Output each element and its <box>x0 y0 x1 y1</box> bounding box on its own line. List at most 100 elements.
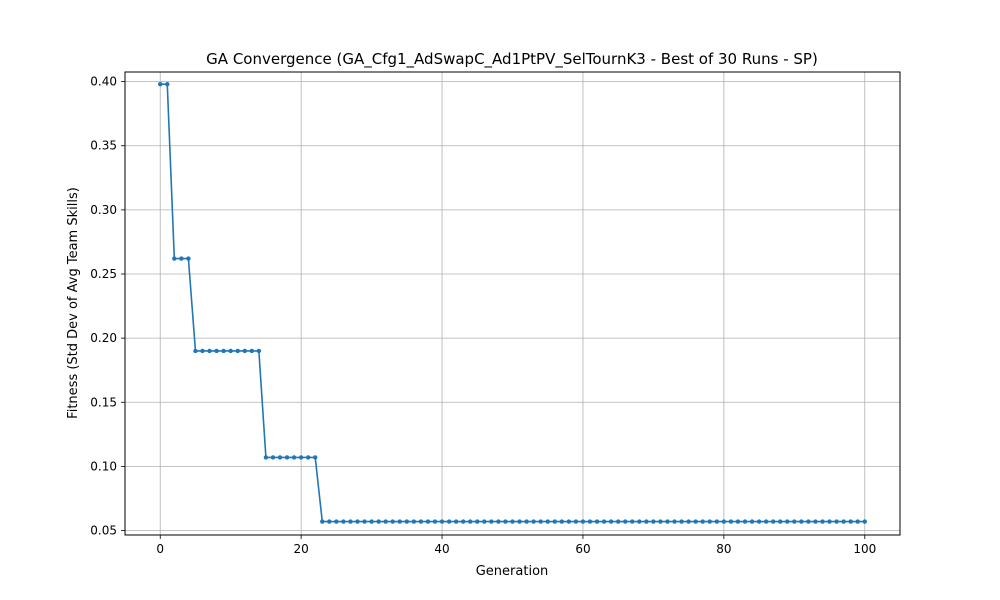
data-point <box>608 519 614 524</box>
data-point <box>615 519 621 524</box>
y-axis-label: Fitness (Std Dev of Avg Team Skills) <box>66 187 81 419</box>
data-point <box>799 519 804 524</box>
x-tick-label: 80 <box>716 542 731 556</box>
data-point <box>503 519 508 524</box>
data-point <box>510 519 515 524</box>
data-point <box>686 519 691 524</box>
x-tick-label: 100 <box>853 542 876 556</box>
data-point <box>200 348 205 354</box>
data-point <box>348 519 353 524</box>
data-point <box>820 519 825 524</box>
data-point <box>665 519 670 524</box>
data-point <box>179 256 184 261</box>
x-tick-label: 40 <box>434 542 449 556</box>
data-point <box>763 519 769 524</box>
data-point <box>362 519 367 524</box>
data-point <box>327 519 332 524</box>
data-point <box>453 519 459 524</box>
data-point <box>214 348 219 354</box>
data-point <box>778 519 783 524</box>
data-point <box>637 519 642 524</box>
data-point <box>228 348 233 354</box>
data-point <box>841 519 846 524</box>
data-point <box>489 519 494 524</box>
data-point <box>862 519 867 524</box>
data-point <box>355 519 360 524</box>
data-point <box>172 256 177 261</box>
data-point <box>418 519 424 524</box>
chart-title: GA Convergence (GA_Cfg1_AdSwapC_Ad1PtPV_… <box>206 50 818 69</box>
data-point <box>834 519 839 524</box>
data-point <box>742 519 748 524</box>
data-point <box>369 519 374 524</box>
data-point <box>559 519 565 524</box>
data-point <box>721 519 727 524</box>
data-point <box>707 519 712 524</box>
data-point <box>256 348 262 354</box>
data-point <box>630 519 635 524</box>
data-point <box>411 519 417 524</box>
data-point <box>305 455 311 460</box>
data-point <box>446 519 452 524</box>
data-point <box>735 519 741 524</box>
data-point <box>658 519 663 524</box>
data-point <box>186 256 191 261</box>
data-point <box>552 519 557 524</box>
data-point <box>313 455 318 460</box>
data-point <box>207 348 212 354</box>
data-point <box>601 519 607 524</box>
x-tick-label: 0 <box>156 542 164 556</box>
data-point <box>693 519 698 524</box>
data-point <box>496 519 501 524</box>
data-point <box>545 519 550 524</box>
data-point <box>270 455 276 460</box>
data-point <box>376 519 381 524</box>
x-tick-label: 20 <box>293 542 308 556</box>
grid <box>125 72 900 535</box>
x-tick-label: 60 <box>575 542 590 556</box>
data-point <box>425 519 431 524</box>
data-point <box>524 519 529 524</box>
data-point <box>468 519 473 524</box>
data-point <box>242 348 247 354</box>
data-point <box>594 519 600 524</box>
data-point <box>277 455 283 460</box>
data-point <box>432 519 438 524</box>
data-point <box>813 519 818 524</box>
data-point <box>770 519 776 524</box>
plot-frame <box>124 71 901 536</box>
data-point <box>749 519 755 524</box>
data-point <box>531 519 536 524</box>
data-point <box>580 519 586 524</box>
data-point <box>263 455 269 460</box>
data-point <box>728 519 734 524</box>
data-point <box>460 519 466 524</box>
data-point <box>651 519 656 524</box>
data-point <box>566 519 572 524</box>
data-point <box>221 348 226 354</box>
data-point <box>298 455 304 460</box>
data-point <box>587 519 593 524</box>
data-point <box>482 519 487 524</box>
y-tick-label: 0.15 <box>90 395 117 409</box>
data-point <box>700 519 705 524</box>
data-point <box>439 519 445 524</box>
data-point <box>792 519 797 524</box>
data-point <box>714 519 720 524</box>
data-point <box>672 519 677 524</box>
data-point <box>644 519 649 524</box>
data-point <box>284 455 290 460</box>
y-tick-label: 0.30 <box>90 203 117 217</box>
ticks: 0 20 40 60 80 100 0.05 0.10 0.15 0.20 0.25 0.30 0.35… <box>90 75 876 556</box>
data-point <box>397 519 402 524</box>
data-point <box>848 519 853 524</box>
data-point <box>249 348 255 354</box>
series-layer <box>158 81 867 524</box>
data-point <box>320 519 325 524</box>
data-point <box>679 519 684 524</box>
data-point <box>756 519 762 524</box>
data-point <box>538 519 543 524</box>
data-point <box>158 81 163 87</box>
y-tick-label: 0.10 <box>90 459 117 473</box>
